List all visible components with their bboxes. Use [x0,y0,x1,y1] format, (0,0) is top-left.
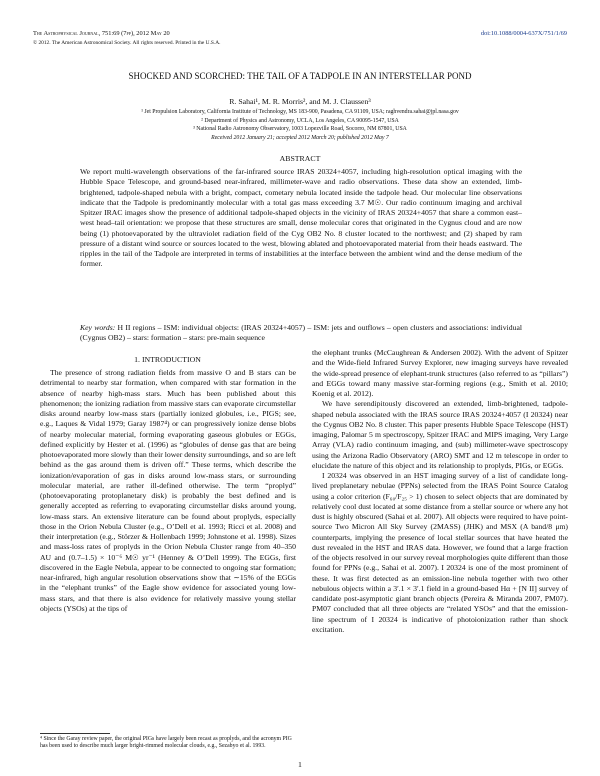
abstract-heading: ABSTRACT [279,154,321,163]
paragraph: The presence of strong radiation fields … [40,368,296,613]
page-number: 1 [298,760,302,769]
footnote: ⁴ Since the Garay review paper, the orig… [40,736,292,750]
affiliation: ² Department of Physics and Astronomy, U… [201,117,399,124]
authors: R. Sahai¹, M. R. Morris², and M. J. Clau… [229,97,371,106]
keywords-text: H II regions – ISM: individual objects: … [80,323,523,343]
right-column: the elephant trunks (McCaughrean & Ander… [312,348,568,635]
copyright: © 2012. The American Astronomical Societ… [33,40,221,46]
affiliation: ¹ Jet Propulsion Laboratory, California … [141,109,459,115]
affiliations: ¹ Jet Propulsion Laboratory, California … [40,108,560,142]
dates: Received 2012 January 21; accepted 2012 … [211,134,389,141]
keywords: Key words: H II regions – ISM: individua… [80,323,522,344]
affiliation: ³ National Radio Astronomy Observatory, … [193,126,407,133]
abstract: We report multi-wavelength observations … [80,167,522,269]
paragraph: I 20324 was observed in an HST imaging s… [312,471,568,634]
doi: doi:10.1088/0004-637X/751/1/69 [480,30,567,37]
title: SHOCKED AND SCORCHED: THE TAIL OF A TADP… [128,71,472,81]
left-column: The presence of strong radiation fields … [40,368,296,614]
paragraph: We have serendipitously discovered an ex… [312,399,568,470]
journal: The Astrophysical Journal, 751:69 (7pp),… [33,30,170,37]
footnote-rule [40,733,110,734]
section-heading: 1. INTRODUCTION [134,355,201,364]
keywords-label: Key words: [80,323,116,332]
paragraph: the elephant trunks (McCaughrean & Ander… [312,348,568,398]
